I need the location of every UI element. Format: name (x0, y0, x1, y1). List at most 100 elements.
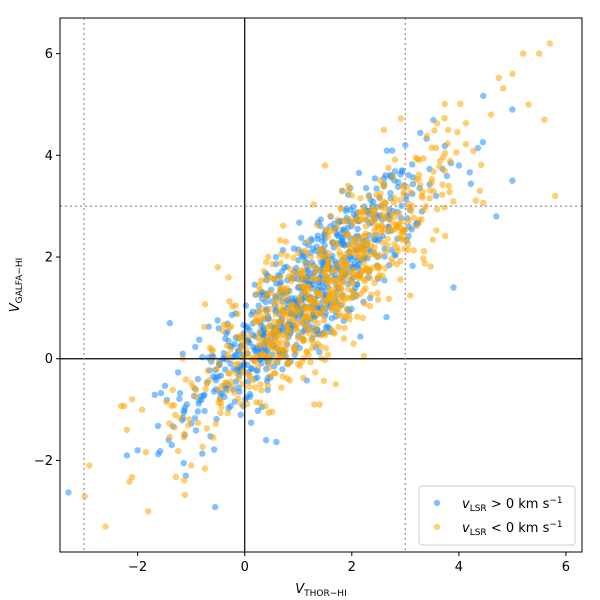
point-positive-vlsr (180, 460, 187, 467)
point-negative-vlsr (316, 253, 323, 260)
point-negative-vlsr (552, 192, 559, 200)
point-negative-vlsr (269, 261, 276, 268)
point-negative-vlsr (339, 301, 346, 308)
point-negative-vlsr (383, 206, 390, 213)
point-positive-vlsr (194, 375, 202, 383)
point-positive-vlsr (295, 257, 302, 264)
point-negative-vlsr (462, 141, 470, 148)
point-positive-vlsr (370, 198, 377, 206)
point-negative-vlsr (275, 318, 282, 326)
point-positive-vlsr (466, 169, 473, 176)
point-positive-vlsr (273, 438, 280, 446)
point-positive-vlsr (493, 213, 500, 220)
x-tick-label: −2 (128, 560, 147, 575)
point-negative-vlsr (316, 289, 323, 297)
point-negative-vlsr (361, 209, 369, 216)
point-positive-vlsr (176, 395, 183, 403)
point-negative-vlsr (278, 384, 285, 391)
point-negative-vlsr (453, 149, 460, 156)
point-negative-vlsr (433, 227, 440, 234)
point-negative-vlsr (271, 370, 278, 377)
point-negative-vlsr (267, 273, 274, 281)
point-negative-vlsr (477, 161, 485, 169)
point-negative-vlsr (203, 425, 210, 432)
point-positive-vlsr (237, 411, 244, 419)
point-negative-vlsr (126, 478, 133, 485)
point-negative-vlsr (441, 204, 448, 211)
point-negative-vlsr (348, 287, 356, 294)
point-negative-vlsr (262, 258, 270, 266)
point-negative-vlsr (286, 358, 293, 366)
point-negative-vlsr (305, 275, 312, 282)
point-positive-vlsr (409, 181, 417, 188)
point-negative-vlsr (360, 259, 367, 267)
point-positive-vlsr (450, 284, 457, 291)
point-negative-vlsr (336, 251, 343, 259)
point-negative-vlsr (172, 411, 179, 419)
point-positive-vlsr (210, 446, 218, 453)
point-negative-vlsr (302, 313, 309, 321)
point-negative-vlsr (279, 294, 286, 302)
x-tick-label: 0 (241, 560, 249, 575)
point-positive-vlsr (339, 238, 346, 245)
point-negative-vlsr (364, 252, 371, 260)
point-negative-vlsr (257, 316, 264, 324)
point-negative-vlsr (410, 247, 417, 254)
point-positive-vlsr (296, 219, 303, 226)
point-negative-vlsr (431, 127, 438, 134)
point-negative-vlsr (450, 198, 457, 205)
point-negative-vlsr (413, 222, 420, 230)
point-positive-vlsr (383, 313, 390, 321)
point-negative-vlsr (345, 187, 352, 194)
point-negative-vlsr (192, 386, 200, 394)
point-negative-vlsr (376, 177, 384, 184)
point-negative-vlsr (264, 309, 271, 316)
legend-box (418, 485, 576, 546)
point-negative-vlsr (420, 248, 428, 255)
point-negative-vlsr (377, 190, 384, 197)
point-positive-vlsr (262, 436, 270, 444)
point-negative-vlsr (277, 273, 284, 281)
point-negative-vlsr (296, 283, 304, 290)
point-negative-vlsr (365, 193, 372, 200)
point-negative-vlsr (372, 224, 379, 232)
point-negative-vlsr (446, 157, 454, 165)
point-negative-vlsr (499, 85, 507, 92)
point-negative-vlsr (396, 210, 403, 217)
y-tick-label: 2 (45, 251, 53, 266)
point-negative-vlsr (313, 264, 320, 271)
point-negative-vlsr (283, 284, 290, 292)
point-negative-vlsr (266, 322, 274, 329)
point-negative-vlsr (297, 301, 304, 308)
point-negative-vlsr (201, 323, 208, 331)
point-negative-vlsr (334, 216, 341, 223)
point-positive-vlsr (417, 129, 424, 137)
point-negative-vlsr (226, 298, 233, 305)
point-negative-vlsr (337, 285, 345, 292)
point-negative-vlsr (235, 395, 242, 402)
point-negative-vlsr (166, 420, 173, 427)
x-tick-label: 6 (562, 560, 570, 575)
point-negative-vlsr (253, 290, 260, 298)
point-negative-vlsr (368, 291, 375, 298)
point-negative-vlsr (347, 248, 354, 255)
point-negative-vlsr (362, 223, 370, 230)
point-negative-vlsr (371, 243, 378, 251)
point-negative-vlsr (380, 215, 387, 222)
point-negative-vlsr (380, 126, 388, 134)
point-negative-vlsr (294, 250, 302, 257)
point-negative-vlsr (306, 305, 313, 312)
point-negative-vlsr (414, 155, 421, 163)
point-negative-vlsr (385, 295, 393, 302)
point-negative-vlsr (321, 162, 329, 169)
point-negative-vlsr (476, 187, 483, 194)
point-negative-vlsr (377, 229, 385, 237)
point-negative-vlsr (360, 352, 368, 360)
point-negative-vlsr (525, 101, 532, 108)
point-negative-vlsr (304, 322, 311, 329)
point-negative-vlsr (309, 344, 316, 352)
point-positive-vlsr (151, 391, 158, 398)
point-negative-vlsr (366, 302, 374, 310)
point-negative-vlsr (288, 301, 295, 308)
point-negative-vlsr (262, 402, 269, 410)
